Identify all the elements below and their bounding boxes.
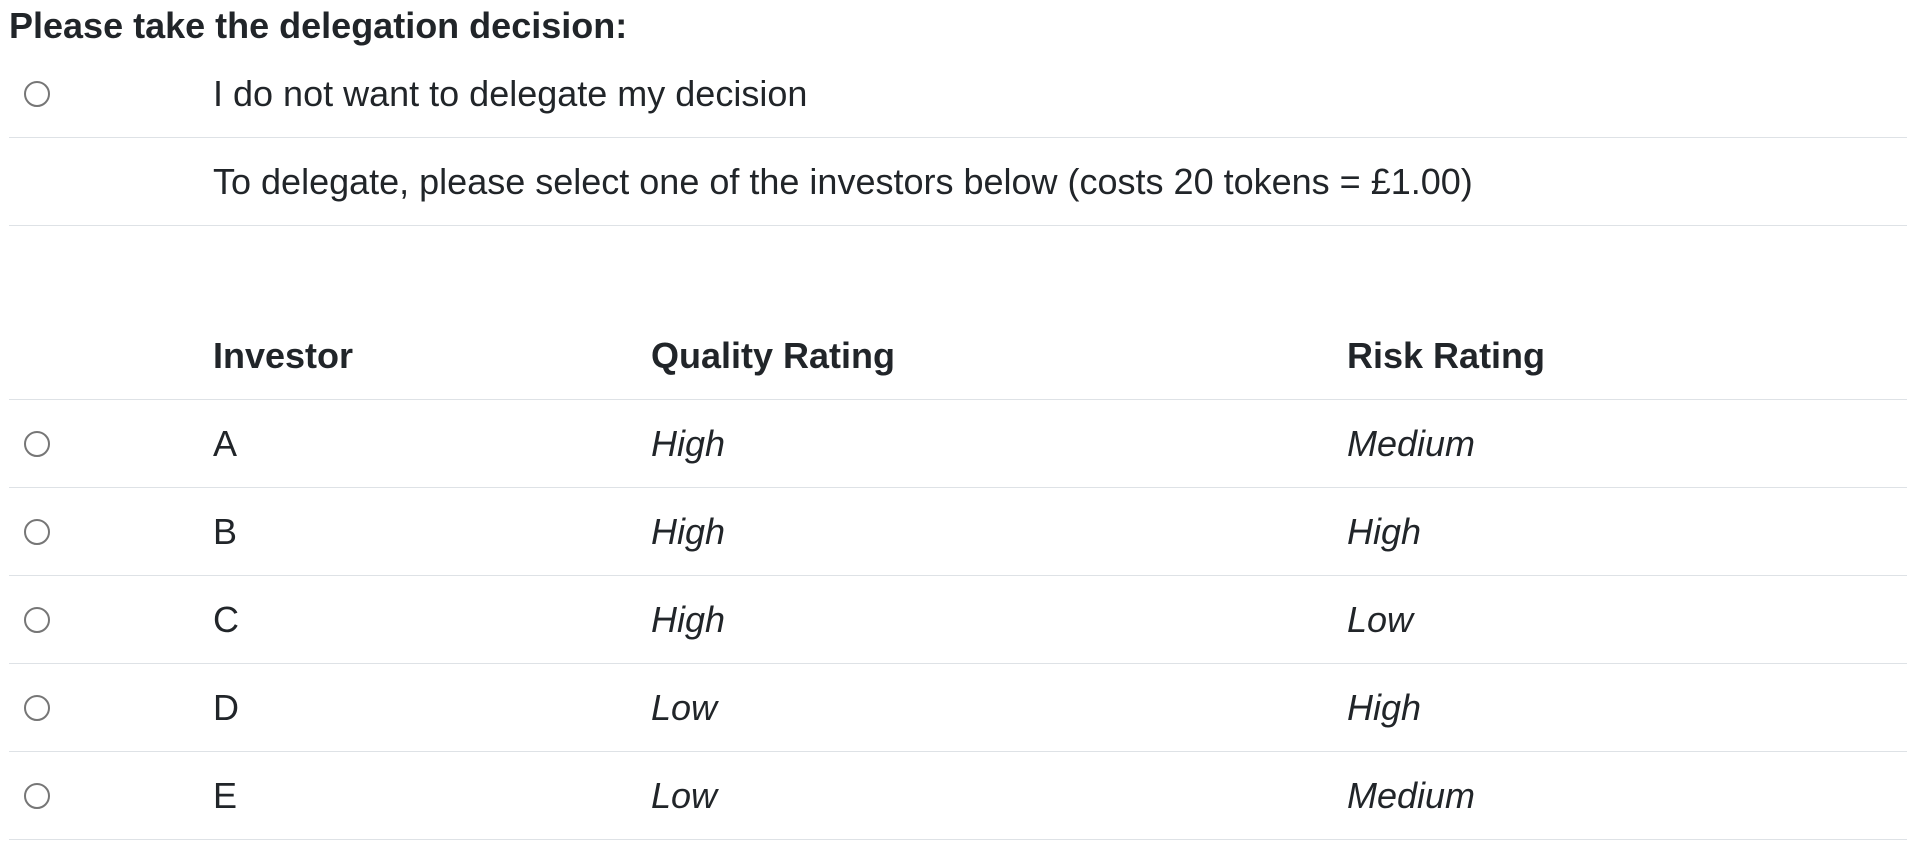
table-row[interactable]: D Low High [9, 664, 1907, 752]
quality-rating: High [651, 423, 726, 464]
investor-name: E [213, 775, 238, 816]
risk-rating: High [1347, 511, 1422, 552]
investor-d-radio[interactable] [24, 695, 50, 721]
delegate-note-row: To delegate, please select one of the in… [9, 138, 1907, 226]
column-header-quality-rating: Quality Rating [651, 335, 896, 376]
investor-name: A [213, 423, 238, 464]
quality-rating: Low [651, 687, 718, 728]
column-header-risk-rating: Risk Rating [1347, 335, 1546, 376]
investor-a-radio[interactable] [24, 431, 50, 457]
investor-name: D [213, 687, 239, 728]
table-row[interactable]: B High High [9, 488, 1907, 576]
table-row[interactable]: A High Medium [9, 400, 1907, 488]
table-row[interactable]: E Low Medium [9, 752, 1907, 840]
risk-rating: High [1347, 687, 1422, 728]
table-header-row: Investor Quality Rating Risk Rating [9, 312, 1907, 400]
risk-rating: Low [1347, 599, 1414, 640]
quality-rating: High [651, 599, 726, 640]
quality-rating: Low [651, 775, 718, 816]
no-delegate-label: I do not want to delegate my decision [213, 73, 808, 114]
column-header-investor: Investor [213, 335, 354, 376]
no-delegate-row[interactable]: I do not want to delegate my decision [9, 50, 1907, 138]
page-title: Please take the delegation decision: [9, 5, 628, 46]
table-row[interactable]: C High Low [9, 576, 1907, 664]
investor-b-radio[interactable] [24, 519, 50, 545]
quality-rating: High [651, 511, 726, 552]
investor-e-radio[interactable] [24, 783, 50, 809]
investor-name: B [213, 511, 238, 552]
no-delegate-radio[interactable] [24, 81, 50, 107]
risk-rating: Medium [1347, 775, 1476, 816]
investor-name: C [213, 599, 239, 640]
risk-rating: Medium [1347, 423, 1476, 464]
investor-c-radio[interactable] [24, 607, 50, 633]
delegate-note: To delegate, please select one of the in… [213, 161, 1473, 202]
